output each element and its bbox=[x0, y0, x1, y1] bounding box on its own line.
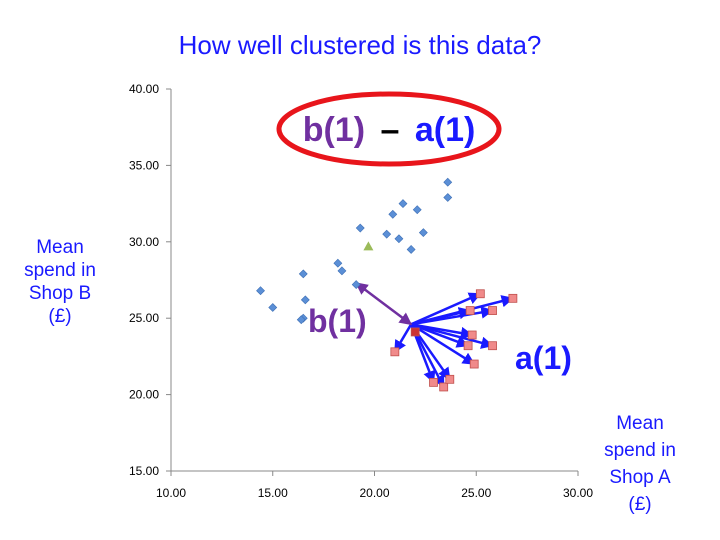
diamond-point bbox=[333, 258, 343, 268]
diamond-point bbox=[298, 269, 308, 279]
square-point bbox=[410, 327, 420, 337]
triangle-point bbox=[363, 241, 374, 251]
x-tick-label: 20.00 bbox=[359, 486, 389, 500]
x-tick-label: 25.00 bbox=[461, 486, 491, 500]
square-point bbox=[475, 289, 485, 299]
square-point bbox=[439, 382, 449, 392]
formula-ellipse bbox=[276, 91, 502, 167]
diamond-point bbox=[355, 223, 365, 233]
a-distance-arrow bbox=[410, 323, 494, 349]
square-point bbox=[469, 359, 479, 369]
b-label: b(1) bbox=[308, 303, 367, 339]
y-tick-label: 15.00 bbox=[129, 464, 159, 478]
diamond-point bbox=[406, 245, 416, 254]
formula-minus: – bbox=[380, 111, 399, 149]
formula-a: a(1) bbox=[415, 111, 475, 149]
y-axis-label: Mean spend in Shop B (£) bbox=[24, 237, 96, 327]
diamond-point bbox=[268, 303, 278, 312]
diamond-point bbox=[443, 177, 453, 187]
formula-text: b(1) – a(1) bbox=[303, 111, 476, 149]
diamond-point bbox=[256, 286, 265, 296]
diamond-point bbox=[351, 280, 361, 290]
distance-arrows bbox=[355, 282, 515, 389]
a-label: a(1) bbox=[515, 340, 572, 376]
a-distance-arrow bbox=[410, 323, 476, 366]
y-tick-label: 40.00 bbox=[129, 82, 159, 96]
diamond-point bbox=[300, 295, 310, 305]
diamond-point bbox=[337, 266, 347, 276]
diamond-point bbox=[398, 199, 408, 209]
a-distance-arrow bbox=[393, 323, 413, 353]
diamond-point bbox=[418, 228, 428, 238]
y-tick-label: 25.00 bbox=[129, 311, 159, 325]
b-distance-arrow bbox=[355, 282, 413, 326]
diamond-point bbox=[296, 315, 306, 325]
diamond-point bbox=[443, 193, 453, 202]
square-point bbox=[467, 330, 477, 340]
a-distance-arrow bbox=[410, 292, 482, 326]
chart-ticks: 10.00 15.00 20.00 25.00 30.00 15.00 20.00 25.00… bbox=[129, 82, 593, 500]
y-tick-label: 30.00 bbox=[129, 235, 159, 249]
diamond-point bbox=[382, 229, 392, 239]
y-tick-label: 20.00 bbox=[129, 388, 159, 402]
x-tick-label: 10.00 bbox=[156, 486, 186, 500]
x-axis-label: Mean spend in Shop A (£) bbox=[604, 413, 676, 515]
square-point bbox=[508, 293, 518, 303]
square-point bbox=[465, 306, 475, 315]
square-point bbox=[488, 306, 497, 315]
square-point bbox=[463, 341, 473, 351]
slide-title: How well clustered is this data? bbox=[178, 30, 542, 60]
chart-axes bbox=[170, 89, 578, 472]
diamond-point bbox=[412, 205, 422, 215]
diamond-point bbox=[388, 209, 398, 219]
x-tick-label: 30.00 bbox=[563, 486, 593, 500]
diamond-point bbox=[394, 234, 404, 244]
square-point bbox=[429, 377, 438, 387]
formula-b: b(1) bbox=[303, 111, 365, 149]
square-point bbox=[445, 374, 455, 384]
data-points bbox=[256, 177, 518, 392]
a-distance-arrow bbox=[410, 307, 472, 326]
square-point bbox=[390, 347, 400, 357]
y-tick-label: 35.00 bbox=[129, 158, 159, 172]
square-point bbox=[488, 341, 497, 351]
x-tick-label: 15.00 bbox=[258, 486, 288, 500]
